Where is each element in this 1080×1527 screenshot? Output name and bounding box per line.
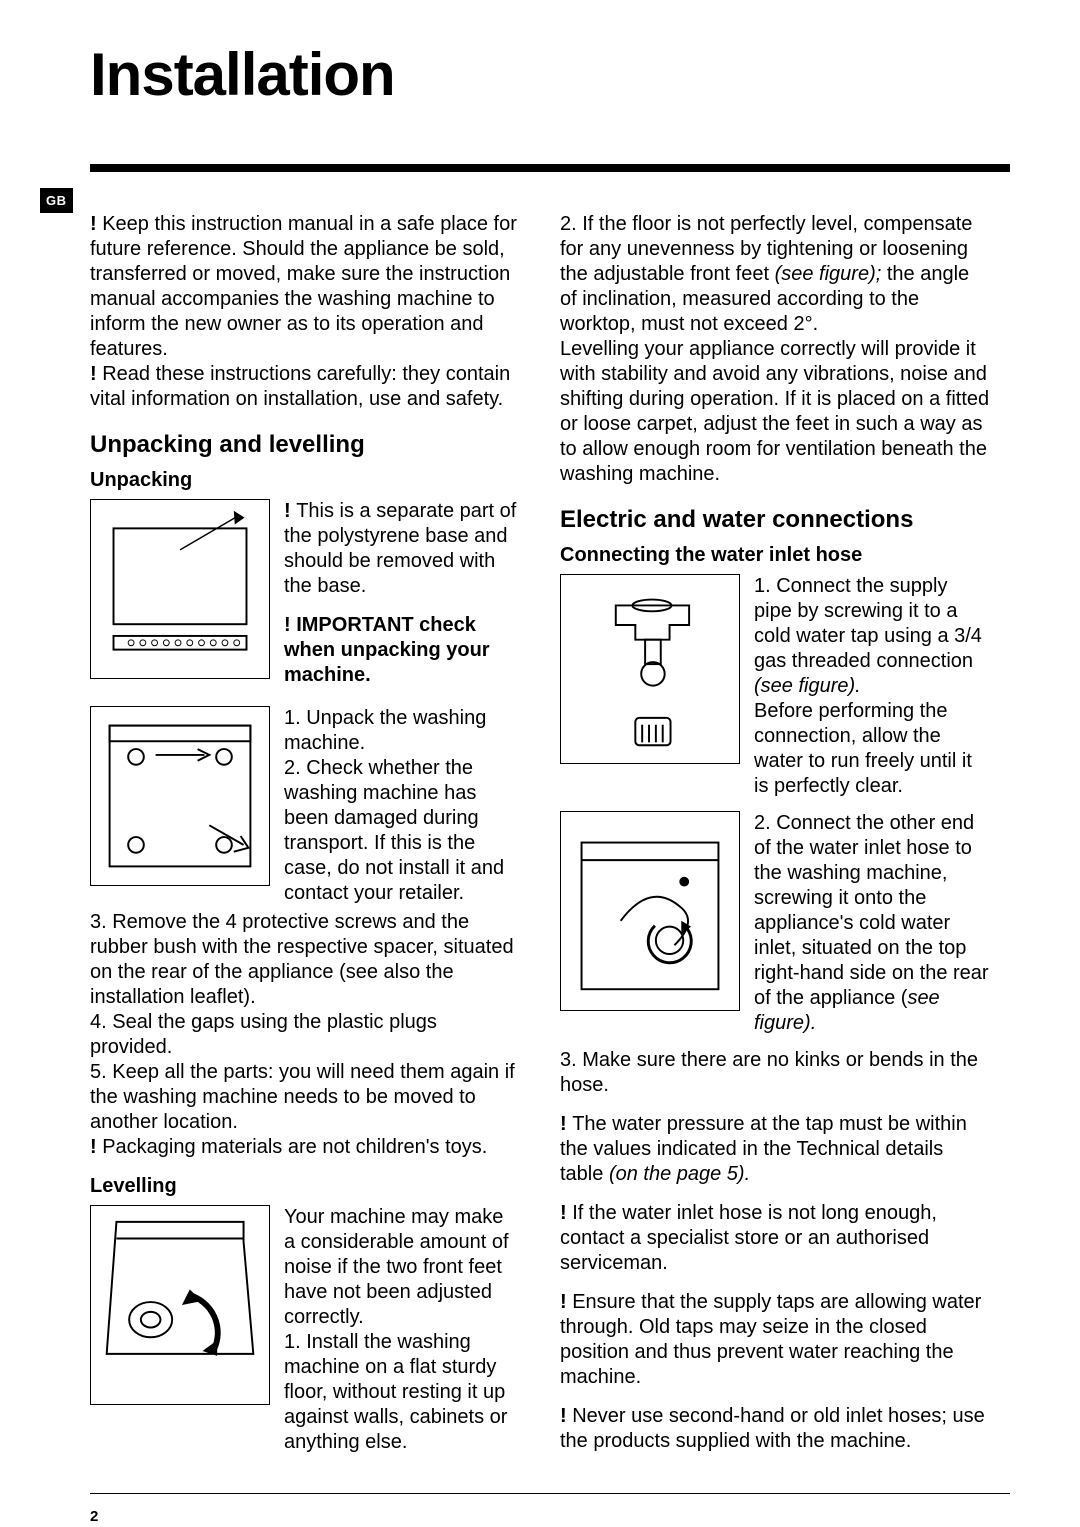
polystyrene-icon	[92, 501, 268, 677]
left-column: ! Keep this instruction manual in a safe…	[90, 212, 520, 1459]
content-columns: ! Keep this instruction manual in a safe…	[90, 212, 1010, 1459]
language-badge: GB	[40, 188, 73, 213]
polystyrene-text: ! This is a separate part of the polysty…	[284, 499, 520, 688]
unpack-steps-b: 3. Remove the 4 protective screws and th…	[90, 910, 520, 1135]
levelling-text-a: Your machine may make a considerable amo…	[284, 1205, 520, 1455]
figure-row-tap: 1. Connect the supply pipe by screwing i…	[560, 574, 990, 799]
title-rule	[90, 164, 1010, 172]
intro-paragraph-1: ! Keep this instruction manual in a safe…	[90, 212, 520, 362]
hose-length-warning: ! If the water inlet hose is not long en…	[560, 1201, 990, 1276]
figure-tap-connection	[560, 574, 740, 764]
unpack-steps-a: 1. Unpack the washing machine. 2. Check …	[284, 706, 520, 906]
figure-machine-rear	[90, 706, 270, 886]
figure-levelling-feet	[90, 1205, 270, 1405]
heading-inlet-hose: Connecting the water inlet hose	[560, 543, 990, 568]
hose-text-c: 3. Make sure there are no kinks or bends…	[560, 1048, 990, 1098]
heading-electric-water: Electric and water connections	[560, 505, 990, 535]
water-pressure-warning: ! The water pressure at the tap must be …	[560, 1112, 990, 1187]
inlet-icon	[562, 813, 738, 1009]
tap-icon	[562, 576, 738, 762]
intro-paragraph-2: ! Read these instructions carefully: the…	[90, 362, 520, 412]
heading-levelling: Levelling	[90, 1174, 520, 1199]
supply-tap-warning: ! Ensure that the supply taps are allowi…	[560, 1290, 990, 1390]
figure-row-polystyrene: ! This is a separate part of the polysty…	[90, 499, 520, 688]
footer-rule	[90, 1493, 1010, 1494]
heading-unpacking-levelling: Unpacking and levelling	[90, 430, 520, 460]
right-column: 2. If the floor is not perfectly level, …	[560, 212, 990, 1459]
packaging-warning: ! Packaging materials are not children's…	[90, 1135, 520, 1160]
figure-row-inlet: 2. Connect the other end of the water in…	[560, 811, 990, 1036]
hose-text-b: 2. Connect the other end of the water in…	[754, 811, 990, 1036]
figure-row-levelling: Your machine may make a considerable amo…	[90, 1205, 520, 1455]
figure-machine-inlet	[560, 811, 740, 1011]
levelling-icon	[92, 1207, 268, 1403]
levelling-text-b: 2. If the floor is not perfectly level, …	[560, 212, 990, 487]
figure-polystyrene-base	[90, 499, 270, 679]
machine-rear-icon	[92, 708, 268, 884]
heading-unpacking: Unpacking	[90, 468, 520, 493]
old-hose-warning: ! Never use second-hand or old inlet hos…	[560, 1404, 990, 1454]
figure-row-rear: 1. Unpack the washing machine. 2. Check …	[90, 706, 520, 906]
hose-text-a: 1. Connect the supply pipe by screwing i…	[754, 574, 990, 799]
page-number: 2	[90, 1508, 1010, 1525]
page-title: Installation	[90, 40, 1010, 109]
